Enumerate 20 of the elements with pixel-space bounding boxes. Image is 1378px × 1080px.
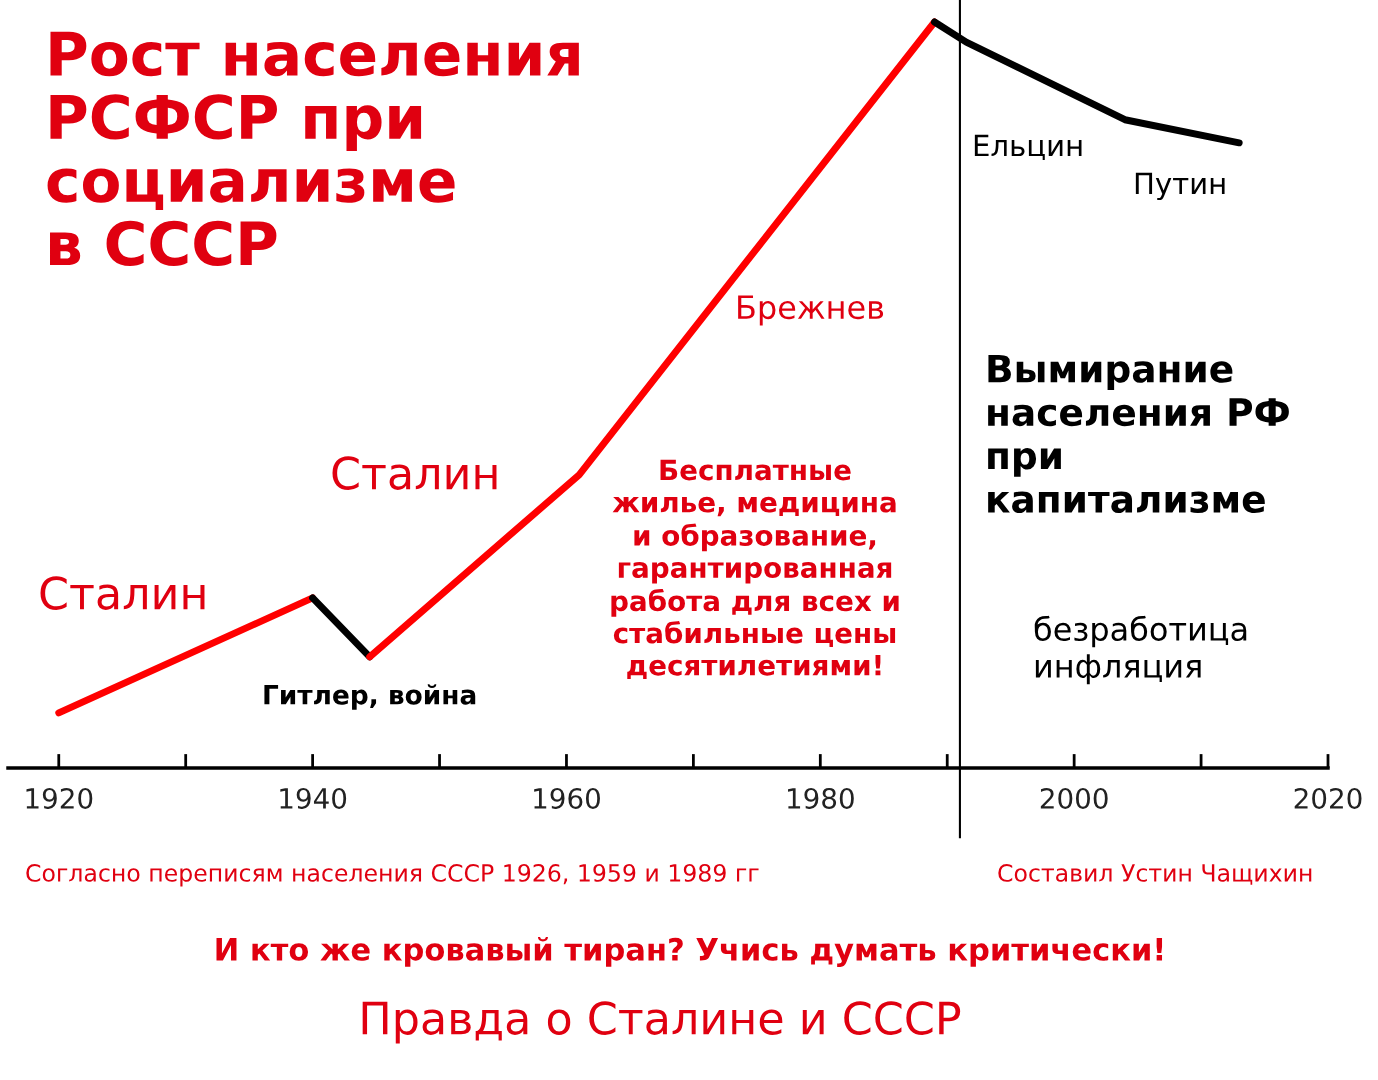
x-tick-label: 1980 [788,787,854,809]
text: Составил Устин Чащихин [998,863,1312,885]
annotation: Путин [1135,172,1225,201]
annotation: безработица инфляция [1034,615,1247,685]
annotation: Бесплатные жилье, медицина и образование, гарантированная работа для всех и стабильные цены десятилетиями! [611,459,899,680]
annotation: Брежнев [738,295,884,326]
x-tick-label: 1940 [280,787,347,809]
annotation: Сталин [332,456,497,490]
annotation: Вымирание населения РФ при капитализме [988,354,1289,514]
x-tick-label: 1920 [26,787,93,809]
text: Согласно переписям населения СССР 1926, 1959 и 1989 гг [26,863,759,887]
x-tick-label: 2020 [1294,787,1362,809]
x-tick-label: 1960 [534,787,600,809]
text: И кто же кровавый тиран? Учись думать критически! [216,937,1163,967]
x-tick-label: 2000 [1040,787,1108,809]
text: Правда о Сталине и СССР [362,1001,961,1044]
annotation: Ельцин [974,134,1082,161]
annotation: Сталин [40,576,205,610]
text: Рост населения РСФСР при социализме в СССР [47,31,579,266]
annotation: Гитлер, война [264,684,476,710]
